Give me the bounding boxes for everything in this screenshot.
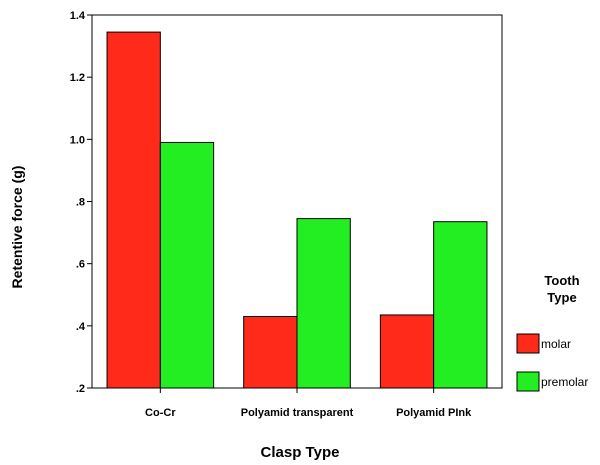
bar-molar	[106, 31, 161, 389]
legend-label-premolar: premolar	[541, 375, 588, 389]
bar-premolar	[433, 221, 488, 389]
bars-group	[106, 31, 488, 389]
bar-molar	[379, 314, 435, 389]
x-tick-label: Co-Cr	[145, 407, 176, 419]
x-tick-label: Polyamid PInk	[396, 407, 472, 419]
legend-title-line-2: Type	[547, 290, 576, 305]
x-tick-label: Polyamid transparent	[241, 407, 354, 419]
bar-premolar	[296, 218, 351, 389]
bar-molar	[243, 316, 298, 389]
legend-label-molar: molar	[541, 337, 571, 351]
x-axis-title: Clasp Type	[261, 444, 340, 461]
y-tick-label: 1.0	[70, 134, 85, 146]
legend: Tooth Type molar premolar	[516, 273, 588, 392]
y-tick-label: .6	[76, 259, 85, 271]
legend-items: molar premolar	[516, 333, 588, 392]
y-tick-label: .8	[76, 197, 85, 209]
x-axis: Co-Cr Polyamid transparent Polyamid PInk	[145, 388, 472, 419]
y-tick-label: 1.2	[70, 72, 85, 84]
y-tick-label: .2	[76, 383, 85, 395]
legend-swatch-molar	[516, 333, 540, 354]
legend-title-line-1: Tooth	[544, 273, 579, 288]
y-tick-label: 1.4	[70, 10, 86, 22]
y-tick-label: .4	[76, 321, 86, 333]
legend-swatch-premolar	[516, 371, 540, 392]
y-axis-title: Retentive force (g)	[9, 166, 25, 289]
y-axis: .2 .4 .6 .8 1.0 1.2 1.4	[70, 10, 92, 395]
bar-premolar	[159, 141, 215, 389]
